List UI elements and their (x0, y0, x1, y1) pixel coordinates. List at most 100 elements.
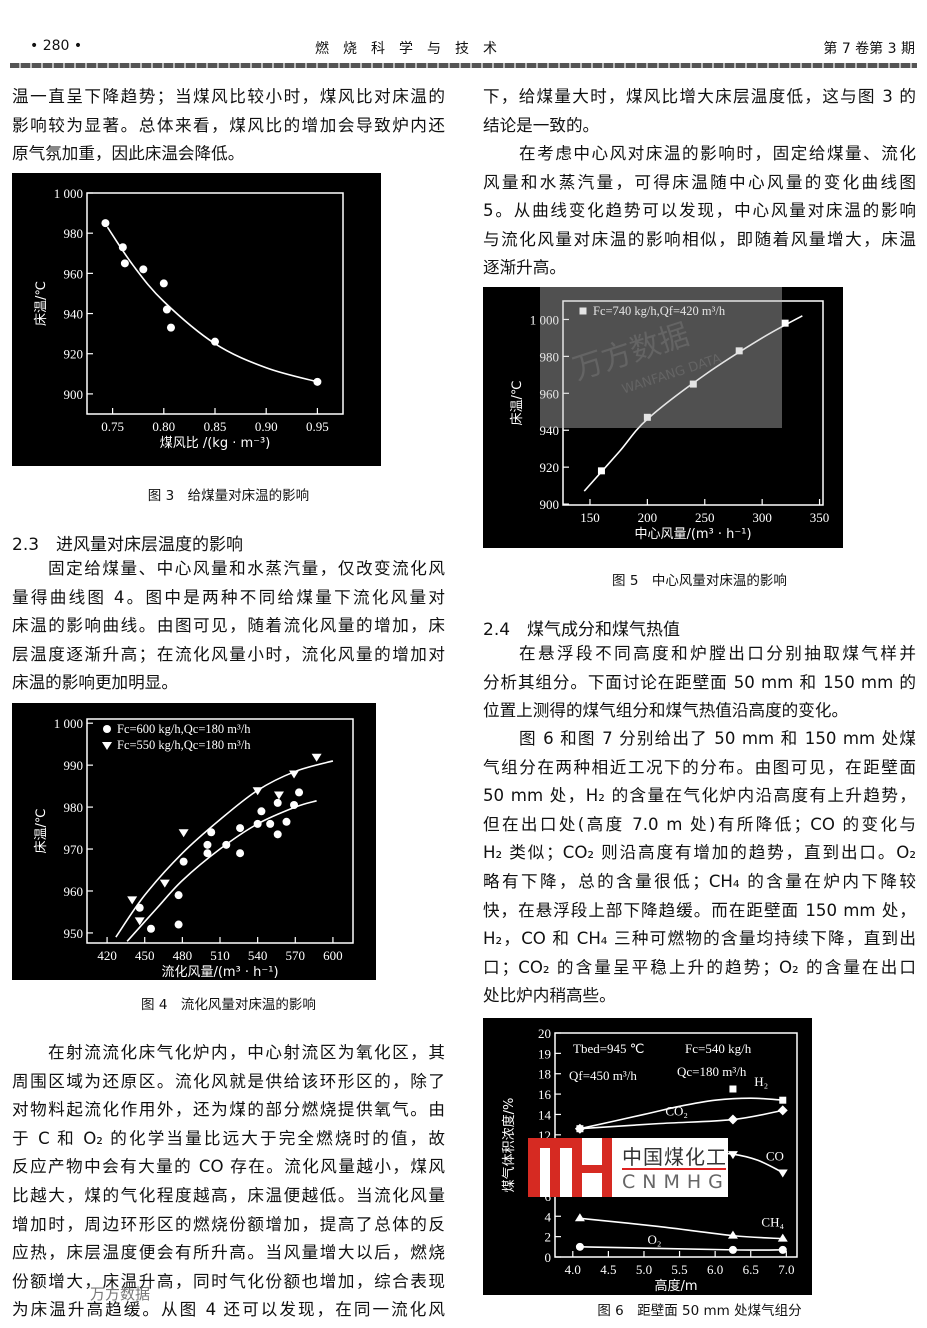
data-point (643, 413, 651, 421)
y-axis-label: 床温/℃ (34, 809, 49, 854)
data-point (120, 259, 129, 268)
text-line: 在考虑中心风对床温的影响时，固定给煤量、流化 (519, 144, 916, 163)
page-number: • 280 • (30, 38, 83, 54)
y-tick-label: 920 (64, 347, 84, 362)
y-tick-label: 900 (540, 497, 560, 512)
legend-label: Fc=600 kg/h,Qc=180 m³/h (117, 722, 251, 736)
data-point (174, 891, 183, 900)
plot-frame (86, 718, 354, 944)
text-line: 风量和水蒸汽量，可得床温随中心风量的变化曲线图 (483, 172, 916, 192)
x-tick-label: 7.0 (778, 1262, 794, 1277)
text-line: 量得曲线图 4。图中是两种不同给煤量下流化风量对 (12, 587, 445, 607)
y-axis-label: 煤气体积浓度/% (501, 1098, 517, 1193)
data-point (311, 753, 322, 762)
paragraph: 在考虑中心风对床温的影响时，固定给煤量、流化风量和水蒸汽量，可得床温随中心风量的… (483, 140, 916, 283)
x-tick-label: 6.0 (707, 1262, 723, 1277)
text-line: 温一直呈下降趋势；当煤风比较小时，煤风比对床温的 (12, 87, 445, 106)
data-point (727, 1114, 738, 1125)
y-tick-label: 940 (540, 423, 560, 438)
text-line: 应热，床层温度便会有所升高。当风量增大以后，燃烧 (12, 1243, 445, 1263)
data-point (174, 920, 183, 929)
data-point (179, 857, 188, 866)
data-point (574, 1213, 585, 1222)
text-line: 与流化风量对床温的影响相似，即随着风量增大，床温 (483, 229, 916, 249)
data-point (101, 219, 110, 228)
data-point (266, 819, 275, 828)
x-tick-label: 600 (323, 948, 343, 963)
y-tick-label: 980 (540, 349, 560, 364)
plot-frame (562, 300, 824, 506)
data-point (146, 924, 155, 933)
text-line: 比越大，煤的气化程度越高，床温便越低。当流化风量 (12, 1185, 445, 1205)
x-tick-label: 350 (810, 510, 830, 525)
data-point (236, 824, 245, 833)
x-tick-label: 0.80 (152, 419, 175, 434)
paragraph: 在射流流化床气化炉内，中心射流区为氧化区，其 周围区域为还原区。流化风就是供给该环… (12, 1039, 445, 1325)
x-tick-label: 300 (752, 510, 772, 525)
x-tick-label: 450 (135, 948, 155, 963)
figure-6-caption: 图 6 距壁面 50 mm 处煤气组分 (597, 1303, 802, 1319)
series-label: CO (766, 1148, 784, 1163)
series: Fc=740 kg/h,Qf=420 m³/h (579, 304, 803, 492)
data-point (290, 800, 299, 809)
data-point (778, 1245, 787, 1254)
y-tick-label: 14 (538, 1107, 552, 1122)
data-point (727, 1151, 738, 1160)
y-tick-label: 0 (545, 1250, 552, 1265)
x-tick-label: 420 (97, 948, 117, 963)
series: O₂ (575, 1232, 787, 1254)
series-label: CO₂ (665, 1103, 688, 1118)
series (101, 219, 322, 386)
logo-text-cn: 中国煤化工 (622, 1145, 727, 1169)
data-point (159, 279, 168, 288)
data-point (777, 1233, 788, 1242)
chart-annotation: Qf=450 m³/h (569, 1068, 637, 1083)
data-point (207, 828, 216, 837)
journal-title: 燃 烧 科 学 与 技 术 (315, 41, 497, 57)
data-point (127, 896, 138, 905)
x-tick-label: 200 (638, 510, 658, 525)
fit-curve (579, 1246, 783, 1251)
text-line: 影响较为显著。总体来看，煤风比的增加会导致炉内还 (12, 115, 445, 135)
y-tick-label: 940 (64, 307, 84, 322)
paragraph: 固定给煤量、中心风量和水蒸汽量，仅改变流化风量得曲线图 4。图中是两种不同给煤量… (12, 555, 445, 698)
y-tick-label: 960 (540, 386, 560, 401)
text-line: 略有下降，总的含量很低；CH₄ 的含量在炉内下降较 (483, 871, 916, 891)
data-point (579, 307, 587, 315)
text-line: 气组分在两种相近工况下的分布。由图可见，在距壁面 (483, 757, 916, 777)
series-label: CH₄ (761, 1214, 784, 1229)
legend-label: Fc=740 kg/h,Qf=420 m³/h (593, 304, 726, 318)
text-line: H₂ 类似；CO₂ 则沿高度有增加的趋势，直到出口。O₂ (483, 843, 916, 863)
y-tick-label: 18 (538, 1067, 551, 1082)
text-line: 于 C 和 O₂ 的化学当量比远大于完全燃烧时的值，故 (12, 1128, 445, 1148)
text-line: 份额增大，床温升高，同时气化份额也增加，综合表现 (12, 1271, 445, 1291)
figure-5: 150 200 250 300 350 900 920 940 960 980 1 000 中心风量/… (483, 287, 843, 548)
x-tick-label: 0.95 (306, 419, 329, 434)
text-line: 在悬浮段不同高度和炉膛出口分别抽取煤气样并 (519, 644, 916, 663)
fit-curve (115, 760, 334, 938)
figure-3: 0.75 0.80 0.85 0.90 0.95 900 920 940 960 980 1 000… (12, 173, 381, 466)
paragraph: 在悬浮段不同高度和炉膛出口分别抽取煤气样并 分析其组分。下面讨论在距壁面 50 m… (483, 640, 916, 726)
text-line: 增加时，周边环形区的燃烧份额增加，提高了总体的反 (12, 1214, 445, 1234)
data-point (313, 377, 322, 386)
y-tick-label: 1 000 (54, 716, 83, 731)
series: H₂ (576, 1074, 787, 1133)
data-point (102, 742, 112, 750)
x-axis-label: 中心风量/(m³ · h⁻¹) (634, 527, 751, 542)
data-point (257, 807, 266, 816)
text-line: 周围区域为还原区。流化风就是供给该环形区的，除了 (12, 1071, 445, 1091)
data-point (236, 849, 245, 858)
data-point (118, 243, 127, 252)
data-point (203, 840, 212, 849)
text-line: 固定给煤量、中心风量和水蒸汽量，仅改变流化风 (48, 559, 445, 578)
x-tick-label: 6.5 (743, 1262, 759, 1277)
text-line: 为床温升高趋缓。从图 4 还可以发现，在同一流化风 (12, 1300, 445, 1320)
y-tick-label: 1 000 (54, 186, 83, 201)
series: Fc=550 kg/h,Qc=180 m³/h (102, 738, 334, 938)
wanfang-watermark-overlay: 万方数据 WANFANG DATA (540, 287, 782, 428)
figure-5-chart: 150 200 250 300 350 900 920 940 960 980 1 000 中心风量/… (510, 300, 830, 542)
data-point (289, 770, 300, 779)
paragraph: 图 6 和图 7 分别给出了 50 mm 和 150 mm 处煤 气组分在两种相近… (483, 725, 916, 1011)
x-tick-label: 5.0 (636, 1262, 652, 1277)
section-heading-2-4: 2.4 煤气成分和煤气热值 (483, 620, 681, 640)
